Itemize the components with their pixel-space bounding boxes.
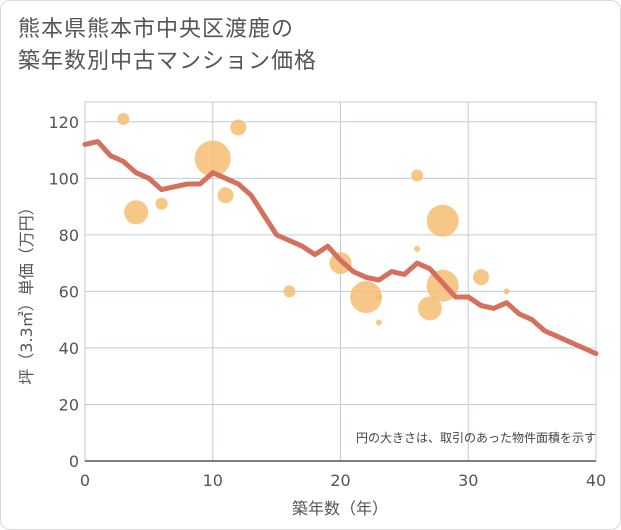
y-tick-label: 20 [59,395,79,414]
bubble-point [417,296,442,321]
x-tick-label: 40 [586,471,606,490]
bubble-size-note: 円の大きさは、取引のあった物件面積を示す [356,430,596,445]
bubble-point [194,140,231,177]
y-tick-label: 60 [59,282,79,301]
bubble-point [117,112,130,125]
x-tick-label: 10 [203,471,223,490]
y-tick-labels: 0 20 40 60 80 100 120 [48,113,79,471]
y-tick-label: 80 [59,226,79,245]
bubble-point [350,281,383,314]
x-tick-label: 30 [458,471,478,490]
bubble-point [414,245,421,252]
x-tick-label: 20 [330,471,350,490]
x-tick-labels: 0 10 20 30 40 [80,471,606,490]
title-line-2: 築年数別中古マンション価格 [18,49,318,74]
title-line-1: 熊本県熊本市中央区渡鹿の [18,17,295,42]
y-axis-title: 坪（3.3㎡）単価（万円） [17,199,36,384]
bubble-point [375,294,382,301]
bubble-point [124,200,149,225]
bubble-point [426,204,459,237]
bubble-point [503,288,510,295]
bubble-point [375,319,382,326]
y-tick-label: 40 [59,339,79,358]
bubble-point [230,119,247,136]
y-tick-label: 120 [48,113,79,132]
x-axis-title: 築年数（年） [292,499,388,518]
bubble-point [283,285,296,298]
bubble-point [217,187,234,204]
y-tick-label: 100 [48,169,79,188]
y-tick-label: 0 [69,452,79,471]
bubble-point [411,169,424,182]
trend-line [82,139,599,357]
chart-title: 熊本県熊本市中央区渡鹿の 築年数別中古マンション価格 [18,14,317,78]
grid-lines [85,102,596,461]
bubble-point [473,269,490,286]
x-tick-label: 0 [80,471,90,490]
bubble-point [155,197,168,210]
